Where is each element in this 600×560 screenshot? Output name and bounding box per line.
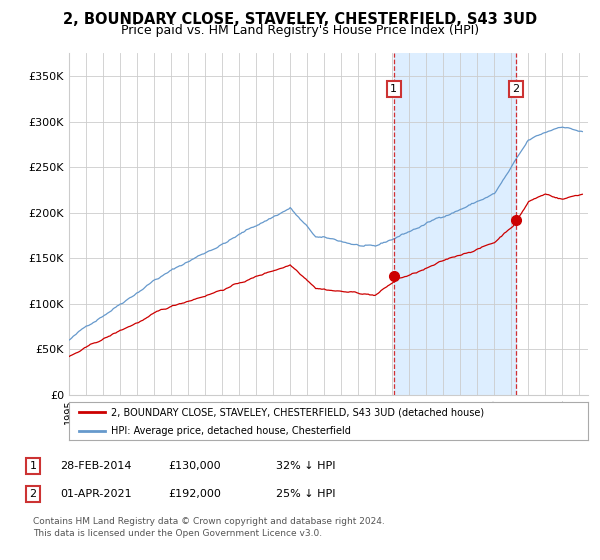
Text: 1: 1	[390, 84, 397, 94]
Bar	[394, 53, 515, 395]
Text: 01-APR-2021: 01-APR-2021	[60, 489, 131, 499]
Text: HPI: Average price, detached house, Chesterfield: HPI: Average price, detached house, Ches…	[110, 426, 350, 436]
Text: £130,000: £130,000	[168, 461, 221, 471]
Text: 2: 2	[29, 489, 37, 499]
Text: Price paid vs. HM Land Registry's House Price Index (HPI): Price paid vs. HM Land Registry's House …	[121, 24, 479, 36]
Text: 32% ↓ HPI: 32% ↓ HPI	[276, 461, 335, 471]
Text: Contains HM Land Registry data © Crown copyright and database right 2024.: Contains HM Land Registry data © Crown c…	[33, 517, 385, 526]
Text: 28-FEB-2014: 28-FEB-2014	[60, 461, 131, 471]
Text: 2, BOUNDARY CLOSE, STAVELEY, CHESTERFIELD, S43 3UD (detached house): 2, BOUNDARY CLOSE, STAVELEY, CHESTERFIEL…	[110, 407, 484, 417]
Text: £192,000: £192,000	[168, 489, 221, 499]
Text: 2, BOUNDARY CLOSE, STAVELEY, CHESTERFIELD, S43 3UD: 2, BOUNDARY CLOSE, STAVELEY, CHESTERFIEL…	[63, 12, 537, 27]
Text: This data is licensed under the Open Government Licence v3.0.: This data is licensed under the Open Gov…	[33, 529, 322, 538]
Text: 25% ↓ HPI: 25% ↓ HPI	[276, 489, 335, 499]
Text: 2: 2	[512, 84, 519, 94]
Text: 1: 1	[29, 461, 37, 471]
